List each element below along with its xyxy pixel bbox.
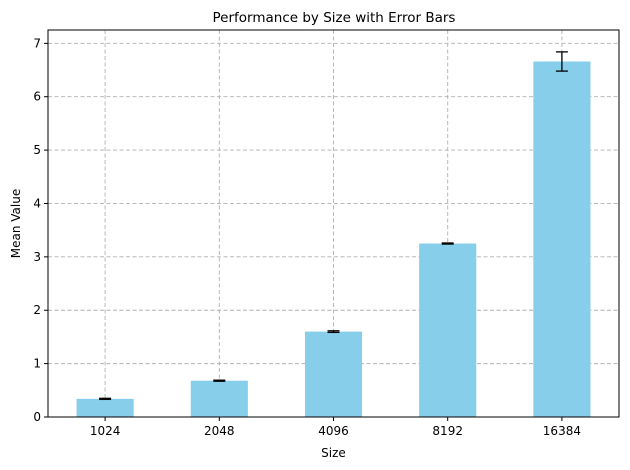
x-tick-label: 8192 [432, 424, 463, 438]
y-axis-ticks: 0 1 2 3 4 5 6 7 [33, 36, 48, 424]
x-tick-label: 4096 [318, 424, 349, 438]
error-bar-2048 [213, 379, 226, 382]
x-axis-ticks: 1024 2048 4096 8192 16384 [90, 417, 581, 438]
bar-4096 [304, 331, 363, 417]
y-tick-label: 0 [33, 410, 41, 424]
y-tick-label: 3 [33, 250, 41, 264]
error-bar-8192 [441, 242, 454, 245]
y-axis-label: Mean Value [9, 189, 23, 258]
error-bar-1024 [99, 397, 112, 401]
error-bar-16384 [555, 51, 568, 72]
x-tick-label: 2048 [204, 424, 235, 438]
bar-2048 [190, 380, 248, 417]
y-tick-label: 4 [33, 196, 41, 210]
y-tick-label: 2 [33, 303, 41, 317]
bars [76, 61, 591, 417]
x-tick-label: 16384 [543, 424, 581, 438]
y-tick-label: 1 [33, 357, 41, 371]
chart-title: Performance by Size with Error Bars [213, 10, 456, 26]
bar-16384 [533, 61, 591, 417]
error-bars [99, 51, 568, 401]
y-tick-label: 6 [33, 90, 41, 104]
error-bar-4096 [327, 330, 340, 334]
x-tick-label: 1024 [90, 424, 121, 438]
bar-8192 [419, 243, 477, 417]
x-axis-label: Size [321, 446, 346, 460]
y-tick-label: 7 [33, 36, 41, 50]
bar-1024 [76, 398, 134, 417]
y-tick-label: 5 [33, 143, 41, 157]
